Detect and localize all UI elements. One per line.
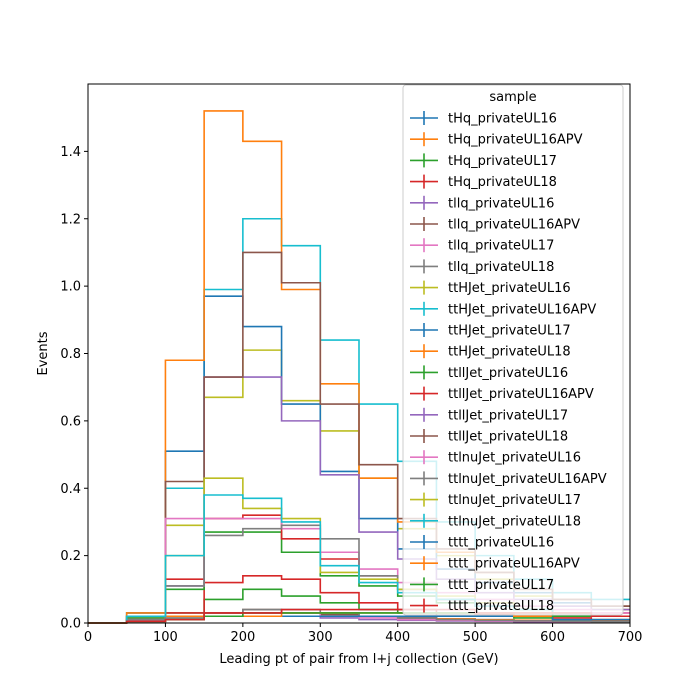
legend-label: tHq_privateUL16: [448, 112, 557, 127]
legend-label: ttHJet_privateUL16: [448, 281, 571, 296]
y-tick-label: 0.6: [60, 414, 81, 429]
y-tick-label: 0.2: [60, 549, 81, 564]
legend-entry: tllq_privateUL18: [410, 259, 554, 275]
legend-entry: tllq_privateUL17: [410, 238, 554, 254]
legend-label: tHq_privateUL18: [448, 175, 557, 190]
legend: sample tHq_privateUL16 tHq_privateUL16APV…: [402, 84, 624, 616]
x-tick-label: 600: [540, 630, 565, 645]
x-tick-label: 0: [84, 630, 92, 645]
y-axis: 0.0 0.2 0.4 0.6 0.8 1.0 1.2 1.4: [60, 145, 88, 632]
legend-entry: ttHJet_privateUL17: [410, 323, 571, 339]
legend-items: tHq_privateUL16 tHq_privateUL16APV tHq_pri…: [410, 111, 607, 614]
legend-label: ttHJet_privateUL18: [448, 345, 571, 360]
legend-label: ttlnuJet_privateUL16APV: [448, 472, 607, 487]
legend-label: tttt_privateUL16: [448, 536, 554, 551]
legend-entry: ttllJet_privateUL16APV: [410, 386, 594, 402]
legend-label: ttHJet_privateUL17: [448, 324, 571, 339]
legend-entry: ttllJet_privateUL16: [410, 365, 568, 381]
legend-label: tttt_privateUL16APV: [448, 557, 580, 572]
legend-label: tttt_privateUL17: [448, 578, 554, 593]
legend-label: tllq_privateUL16APV: [448, 218, 580, 233]
legend-label: tHq_privateUL16APV: [448, 133, 583, 148]
legend-label: ttllJet_privateUL16: [448, 366, 568, 381]
legend-label: ttllJet_privateUL18: [448, 430, 568, 445]
legend-entry: ttllJet_privateUL18: [410, 429, 568, 445]
legend-label: ttlnuJet_privateUL18: [448, 514, 581, 529]
y-tick-label: 1.2: [60, 212, 81, 227]
legend-entry: tHq_privateUL16: [410, 111, 557, 127]
legend-entry: ttlnuJet_privateUL16APV: [410, 471, 607, 487]
legend-entry: ttHJet_privateUL18: [410, 344, 571, 360]
legend-entry: tHq_privateUL16APV: [410, 132, 583, 148]
y-tick-label: 0.4: [60, 482, 81, 497]
legend-entry: ttlnuJet_privateUL16: [410, 450, 581, 466]
y-tick-label: 1.0: [60, 280, 81, 295]
x-tick-label: 500: [463, 630, 488, 645]
x-axis-label: Leading pt of pair from l+j collection (…: [219, 652, 498, 667]
legend-label: tllq_privateUL17: [448, 239, 554, 254]
legend-label: ttllJet_privateUL16APV: [448, 387, 594, 402]
legend-entry: tttt_privateUL17: [410, 577, 554, 593]
legend-label: tHq_privateUL17: [448, 154, 557, 169]
legend-label: ttllJet_privateUL17: [448, 408, 568, 423]
legend-entry: ttllJet_privateUL17: [410, 407, 568, 423]
legend-title: sample: [489, 90, 536, 105]
x-tick-label: 300: [308, 630, 333, 645]
legend-label: tllq_privateUL16: [448, 196, 554, 211]
legend-entry: tHq_privateUL18: [410, 174, 557, 190]
x-tick-label: 400: [385, 630, 410, 645]
legend-entry: tttt_privateUL16APV: [410, 556, 580, 572]
x-axis: 0 100 200 300 400 500 600 700: [84, 623, 643, 645]
y-tick-label: 0.0: [60, 617, 81, 632]
legend-entry: ttlnuJet_privateUL18: [410, 513, 581, 529]
y-tick-label: 1.4: [60, 145, 81, 160]
y-tick-label: 0.8: [60, 347, 81, 362]
y-axis-label: Events: [36, 331, 51, 375]
legend-label: ttlnuJet_privateUL17: [448, 493, 581, 508]
x-tick-label: 100: [153, 630, 178, 645]
x-tick-label: 700: [618, 630, 643, 645]
legend-entry: tllq_privateUL16APV: [410, 217, 580, 233]
legend-entry: tttt_privateUL18: [410, 598, 554, 614]
legend-label: ttlnuJet_privateUL16: [448, 451, 581, 466]
legend-label: tllq_privateUL18: [448, 260, 554, 275]
legend-entry: ttHJet_privateUL16APV: [410, 301, 596, 317]
legend-entry: tHq_privateUL17: [410, 153, 557, 169]
legend-label: tttt_privateUL18: [448, 599, 554, 614]
x-tick-label: 200: [230, 630, 255, 645]
legend-entry: tllq_privateUL16: [410, 195, 554, 211]
legend-box: [402, 84, 624, 616]
legend-entry: ttHJet_privateUL16: [410, 280, 571, 296]
legend-entry: tttt_privateUL16: [410, 535, 554, 551]
legend-label: ttHJet_privateUL16APV: [448, 302, 596, 317]
legend-entry: ttlnuJet_privateUL17: [410, 492, 581, 508]
